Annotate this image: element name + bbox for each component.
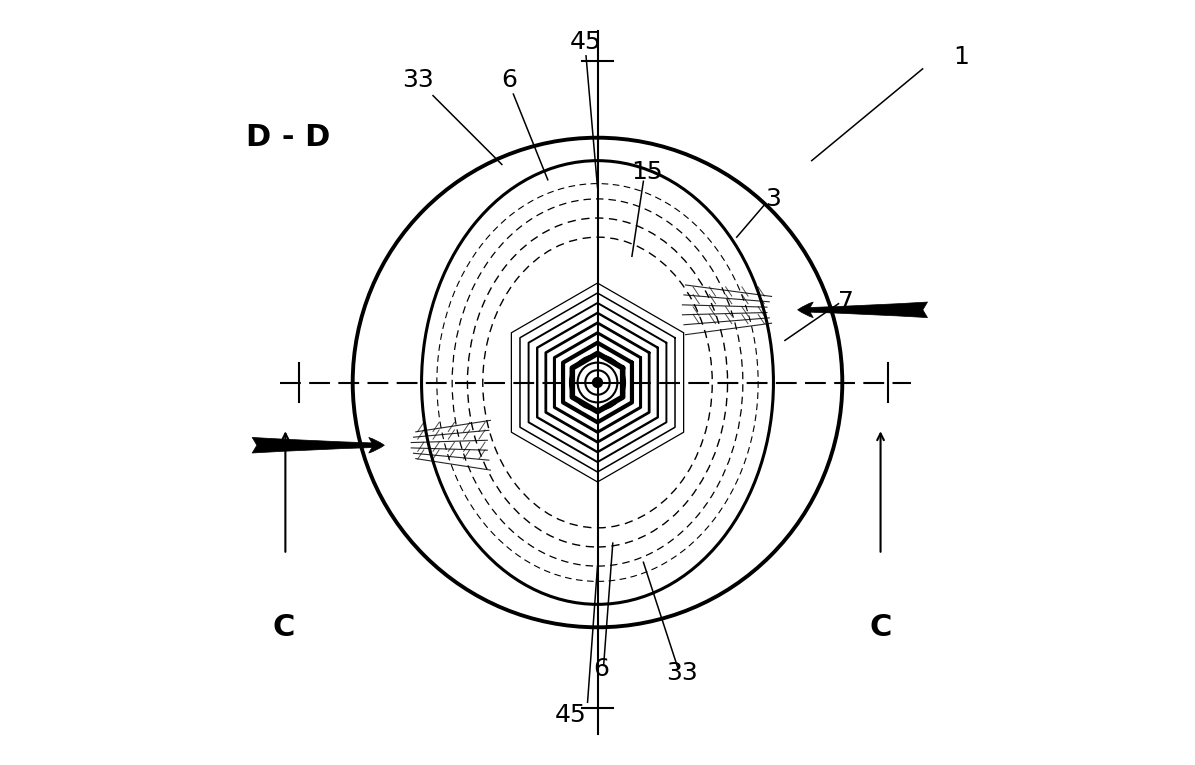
Text: C: C xyxy=(272,613,295,642)
Text: 33: 33 xyxy=(402,68,434,93)
Circle shape xyxy=(594,379,601,386)
Text: D - D: D - D xyxy=(246,123,330,152)
Text: C: C xyxy=(869,613,891,642)
Text: 6: 6 xyxy=(502,68,517,93)
Text: 33: 33 xyxy=(666,661,698,685)
Text: 45: 45 xyxy=(570,30,602,54)
Text: 1: 1 xyxy=(954,45,969,70)
Text: 6: 6 xyxy=(594,657,609,682)
Text: 7: 7 xyxy=(838,290,854,314)
Text: 3: 3 xyxy=(766,187,782,211)
Text: 45: 45 xyxy=(554,703,587,728)
Text: 15: 15 xyxy=(631,160,663,184)
